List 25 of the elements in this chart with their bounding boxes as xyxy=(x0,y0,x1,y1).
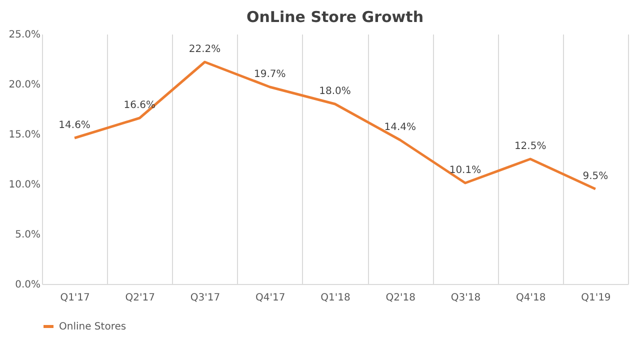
y-tick-label: 25.0% xyxy=(8,30,40,40)
data-label: 12.5% xyxy=(514,141,546,152)
data-label: 10.1% xyxy=(449,165,482,176)
data-label: 18.0% xyxy=(319,86,351,97)
y-tick-label: 10.0% xyxy=(8,180,40,190)
chart-title: OnLine Store Growth xyxy=(246,8,424,26)
x-tick-label: Q1'18 xyxy=(320,292,350,304)
data-label: 14.6% xyxy=(58,120,90,131)
data-label: 14.4% xyxy=(384,122,416,133)
data-label: 19.7% xyxy=(254,69,286,80)
x-tick-label: Q2'17 xyxy=(125,292,156,304)
legend-label: Online Stores xyxy=(59,322,126,332)
data-label: 22.2% xyxy=(188,44,221,55)
y-tick-label: 20.0% xyxy=(8,80,40,90)
data-label: 9.5% xyxy=(582,171,608,182)
x-tick-label: Q3'17 xyxy=(190,292,220,304)
y-tick-label: 0.0% xyxy=(15,280,40,290)
x-tick-label: Q3'18 xyxy=(450,292,481,304)
x-tick-label: Q4'17 xyxy=(256,292,286,304)
x-tick-label: Q4'18 xyxy=(516,292,546,304)
y-tick-label: 15.0% xyxy=(8,130,40,140)
x-tick-label: Q1'19 xyxy=(581,292,611,304)
y-tick-label: 5.0% xyxy=(15,230,40,240)
x-tick-label: Q2'18 xyxy=(386,292,416,304)
x-tick-label: Q1'17 xyxy=(60,292,90,304)
